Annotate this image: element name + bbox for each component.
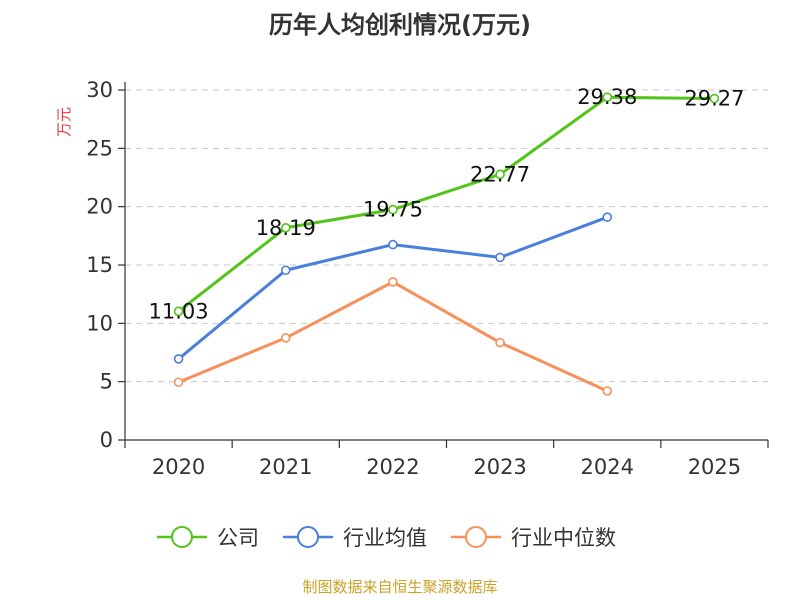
series-2 [173,212,613,364]
series-3 [173,277,613,396]
legend-swatch-marker [297,526,319,548]
legend-swatch-marker [171,526,193,548]
y-tick-label: 10 [86,311,113,335]
x-tick-label: 2021 [259,455,312,479]
data-label: 18.19 [256,216,316,240]
data-label: 11.03 [149,299,209,323]
y-tick-label: 20 [86,195,113,219]
x-tick-label: 2022 [366,455,419,479]
data-point[interactable] [388,277,398,287]
data-point[interactable] [280,333,291,343]
data-point[interactable] [602,92,613,103]
legend-label: 行业中位数 [511,526,616,550]
legend-item-3[interactable]: 行业中位数 [451,526,616,550]
series-line [177,95,716,313]
source-note: 制图数据来自恒生聚源数据库 [302,578,497,596]
legend-swatch-marker [465,526,487,548]
data-point[interactable] [495,252,505,263]
data-point[interactable] [173,377,184,388]
data-point[interactable] [388,204,398,215]
y-tick-label: 25 [86,136,113,160]
x-tick-label: 2025 [688,455,741,479]
y-tick-label: 15 [86,253,113,277]
series-line [177,280,609,393]
data-point[interactable] [388,239,398,250]
series-1 [173,92,720,317]
data-label: 22.77 [470,162,530,186]
series-lines [173,92,720,396]
y-tick-label: 30 [86,78,113,102]
data-point[interactable] [173,354,184,364]
data-point[interactable] [173,306,184,317]
data-point[interactable] [709,93,720,104]
legend-label: 公司 [217,526,259,550]
y-tick-label: 5 [100,370,113,394]
data-labels: 11.03 18.19 19.75 22.77 29.38 29.27 [149,85,745,323]
x-tick-label: 2023 [473,455,526,479]
gridlines [125,89,768,383]
data-point[interactable] [602,386,613,396]
chart-title: 历年人均创利情况(万元) [269,11,531,39]
data-point[interactable] [602,212,613,222]
data-label: 19.75 [363,198,423,222]
legend[interactable]: 公司 行业均值 行业中位数 [157,526,616,550]
x-tick-label: 2020 [152,455,205,479]
x-tick-label: 2024 [581,455,634,479]
data-point[interactable] [495,337,505,348]
y-tick-label: 0 [100,428,113,452]
data-label: 29.38 [577,85,637,109]
data-point[interactable] [280,222,291,233]
legend-label: 行业均值 [343,526,427,550]
data-point[interactable] [495,169,505,180]
data-point[interactable] [280,265,291,276]
legend-item-2[interactable]: 行业均值 [283,526,427,550]
y-axis-label: 万元 [55,107,73,137]
data-label: 29.27 [684,87,744,111]
series-line [177,215,609,361]
legend-item-1[interactable]: 公司 [157,526,259,550]
